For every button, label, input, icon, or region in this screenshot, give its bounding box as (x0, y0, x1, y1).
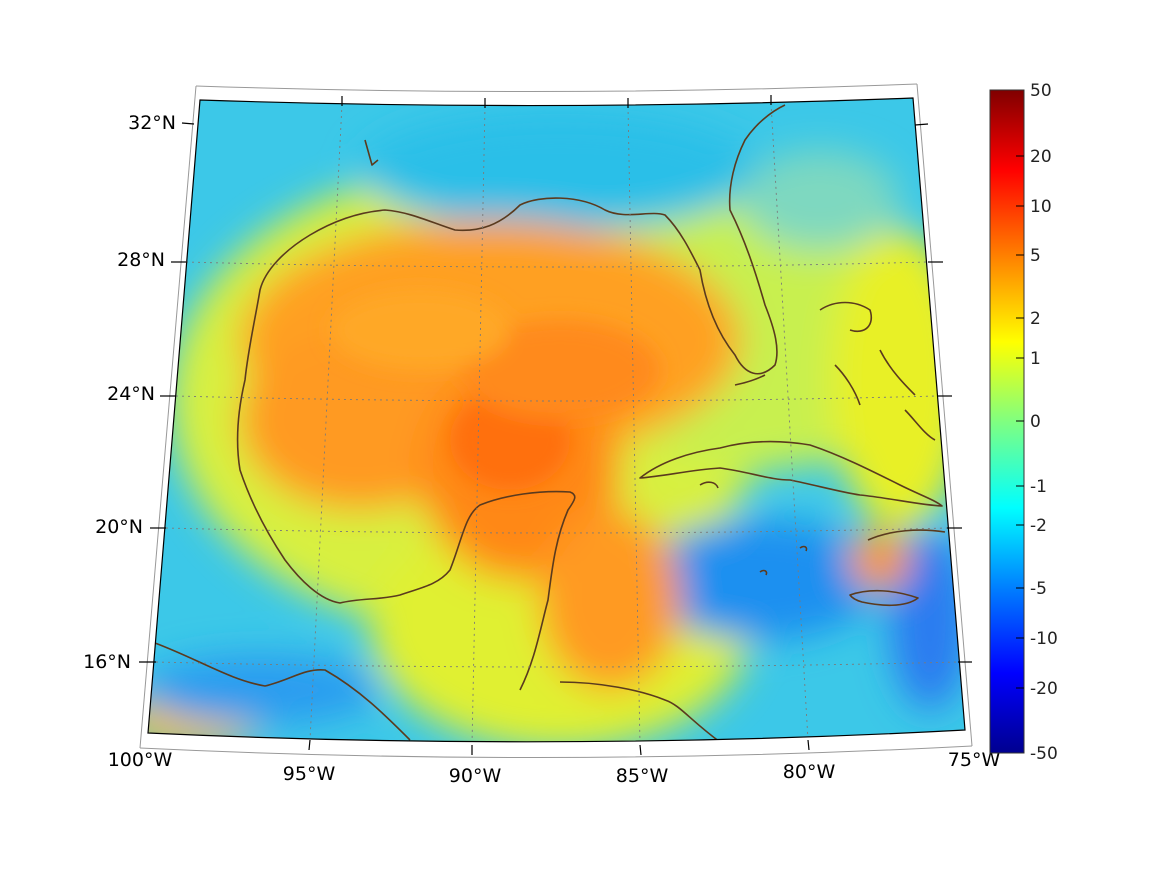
lon-label-85w: 85°W (616, 765, 669, 787)
lon-label-100w: 100°W (108, 749, 173, 771)
lon-label-80w: 80°W (783, 761, 836, 783)
colorbar-label-neg1: -1 (1030, 477, 1047, 497)
graticule (155, 102, 959, 742)
colorbar-label-neg5: -5 (1030, 579, 1047, 599)
colorbar: 50 20 10 5 2 1 0 -1 -2 -5 -10 -20 -50 (989, 81, 1058, 764)
lat-label-16n: 16°N (83, 651, 131, 673)
map-frame (147, 97, 966, 743)
lon-label-75w: 75°W (948, 749, 1001, 771)
colorbar-label-1: 1 (1030, 349, 1041, 369)
coastline (154, 104, 946, 742)
colorbar-label-5: 5 (1030, 246, 1041, 266)
lat-label-28n: 28°N (117, 249, 165, 271)
lat-label-32n: 32°N (128, 112, 176, 134)
colorbar-label-0: 0 (1030, 412, 1041, 432)
colorbar-label-neg2: -2 (1030, 516, 1047, 536)
colorbar-label-neg50: -50 (1030, 744, 1058, 764)
lon-label-90w: 90°W (449, 765, 502, 787)
latitude-ticks (139, 122, 972, 663)
colorbar-label-neg10: -10 (1030, 629, 1058, 649)
colorbar-label-20: 20 (1030, 147, 1052, 167)
colorbar-label-neg20: -20 (1030, 679, 1058, 699)
colorbar-label-2: 2 (1030, 309, 1041, 329)
colorbar-label-10: 10 (1030, 197, 1052, 217)
colorbar-label-50: 50 (1030, 81, 1052, 101)
anomaly-field (148, 98, 965, 742)
lat-label-24n: 24°N (107, 383, 155, 405)
lon-label-95w: 95°W (283, 763, 336, 785)
lat-label-20n: 20°N (95, 516, 143, 538)
longitude-ticks (308, 95, 810, 756)
